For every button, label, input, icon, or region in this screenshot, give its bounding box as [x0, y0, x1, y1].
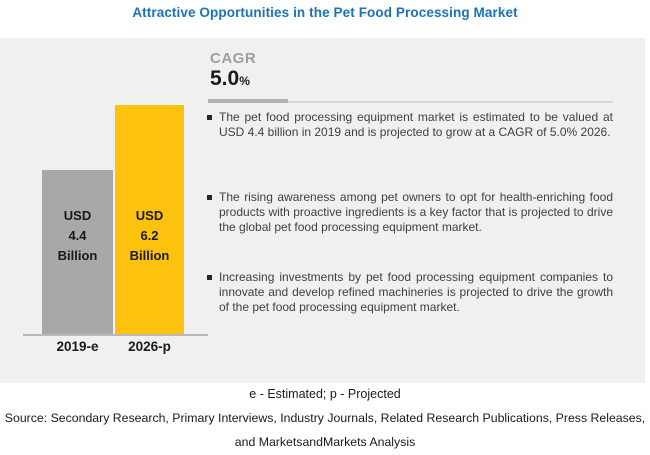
category-label-2019: 2019-e: [56, 339, 99, 354]
cagr-label: CAGR: [210, 50, 257, 67]
bar-2026: [115, 105, 184, 334]
bar-value-label-2019: USD 4.4 Billion: [57, 208, 98, 263]
bullet-text: The pet food processing equipment market…: [219, 110, 613, 139]
cagr-divider-line: [208, 101, 613, 103]
source-attribution: Source: Secondary Research, Primary Inte…: [4, 411, 646, 449]
category-label-2026: 2026-p: [128, 339, 171, 354]
x-axis-line: [23, 334, 208, 336]
bullet-square-icon: [207, 115, 212, 120]
cagr-divider-accent: [208, 99, 288, 103]
bullet-square-icon: [207, 195, 212, 200]
legend-footnote: e - Estimated; p - Projected: [249, 387, 401, 401]
cagr-value: 5.0%: [210, 67, 256, 93]
bullet-text: The rising awareness among pet owners to…: [219, 190, 613, 234]
bullet-item: The pet food processing equipment market…: [207, 110, 613, 140]
cagr-percent-sign: %: [239, 74, 250, 88]
cagr-number: 5.0: [210, 67, 240, 90]
page-title: Attractive Opportunities in the Pet Food…: [132, 5, 518, 20]
bullet-item: Increasing investments by pet food proce…: [207, 270, 613, 315]
cagr-block: CAGR 5.0%: [210, 50, 256, 93]
bullet-item: The rising awareness among pet owners to…: [207, 190, 613, 235]
content-panel: USD 4.4 Billion USD 6.2 Billion 2019-e 2…: [0, 38, 645, 383]
bullet-text: Increasing investments by pet food proce…: [219, 270, 613, 314]
bar-2019: [42, 170, 113, 334]
bar-value-label-2026: USD 6.2 Billion: [129, 208, 170, 263]
bullet-square-icon: [207, 275, 212, 280]
